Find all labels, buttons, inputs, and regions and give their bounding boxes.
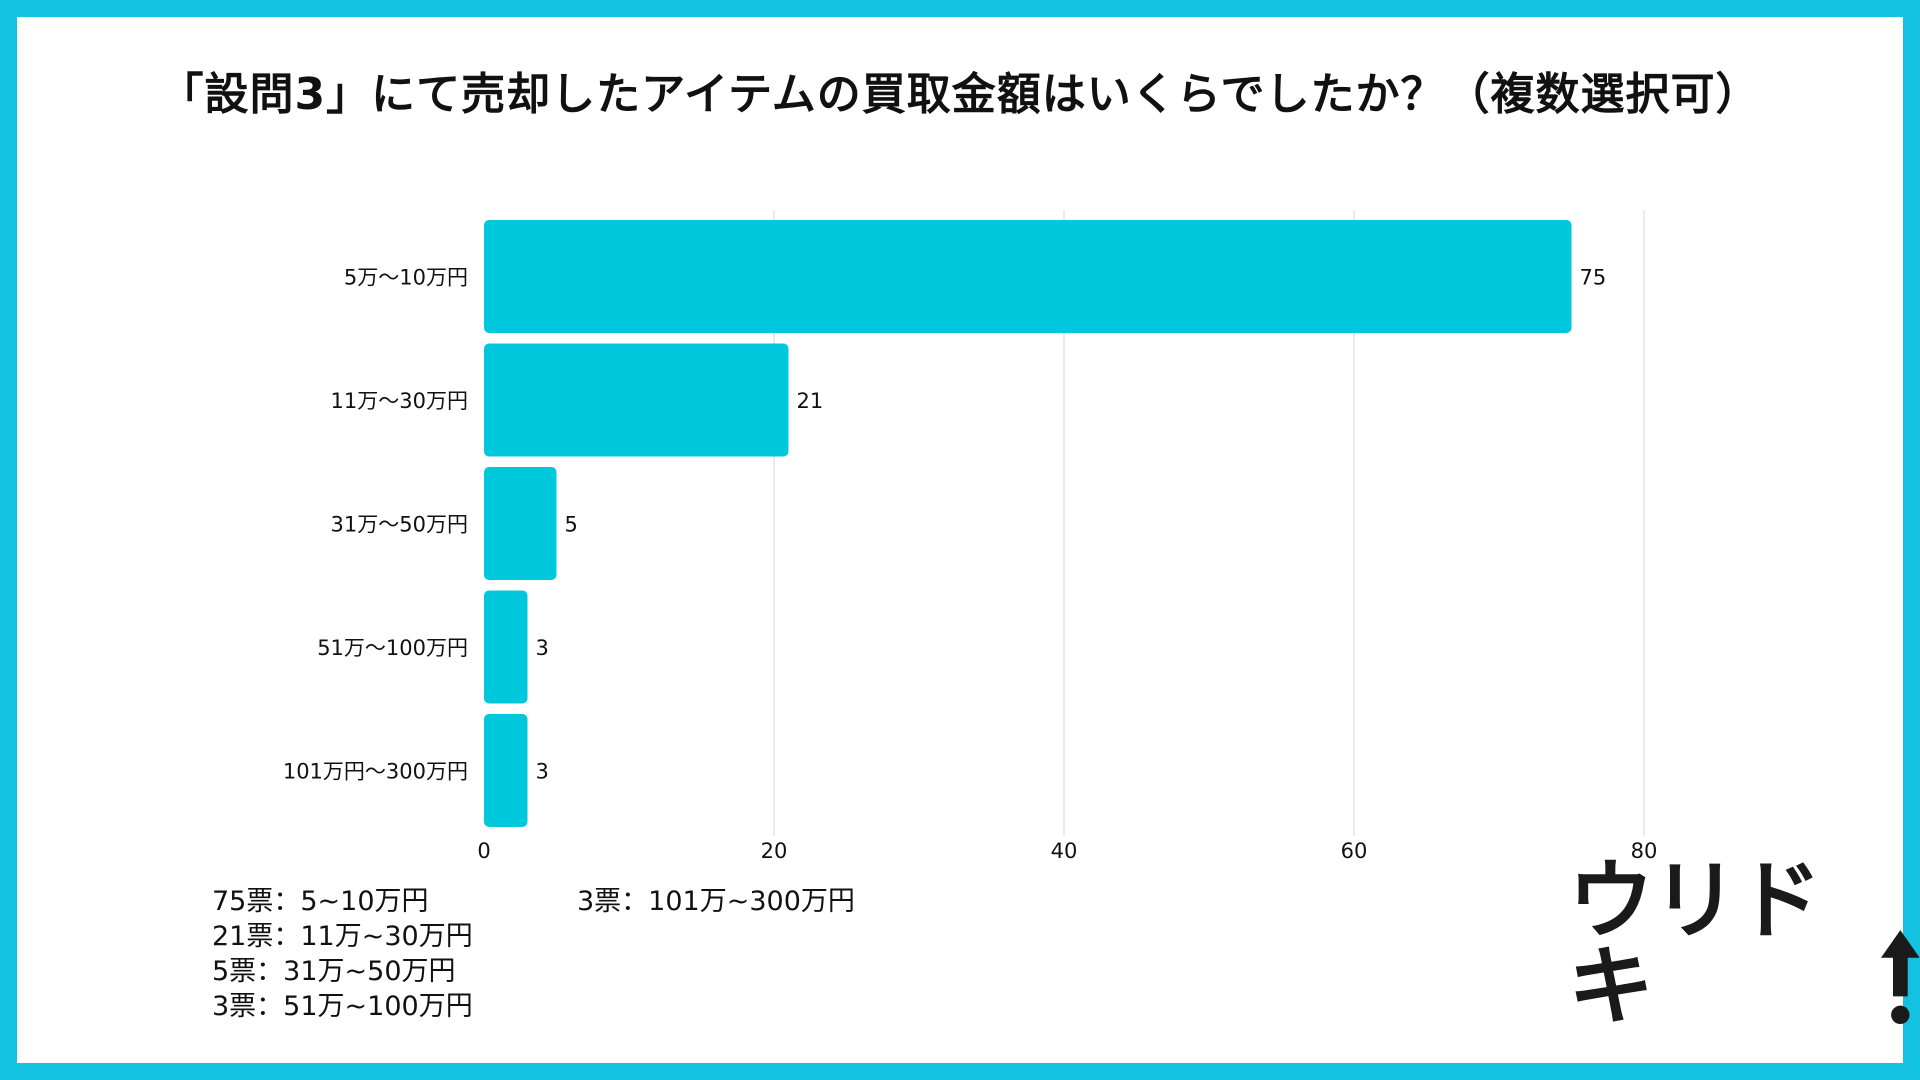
note-line: 21票：11万~30万円	[212, 921, 473, 952]
x-tick-label: 40	[1051, 839, 1078, 863]
x-tick-label: 20	[761, 839, 788, 863]
bar	[484, 467, 557, 580]
bars	[484, 220, 1572, 827]
x-tick-label: 0	[477, 839, 490, 863]
value-label: 75	[1580, 266, 1607, 290]
vote-notes-left: 75票：5~10万円 21票：11万~30万円 5票：31万~50万円 3票：5…	[212, 884, 473, 1024]
note-line: 5票：31万~50万円	[212, 956, 456, 987]
chart-title: 「設問3」にて売却したアイテムの買取金額はいくらでしたか？（複数選択可）	[159, 69, 1761, 120]
category-label: 5万〜10万円	[344, 266, 468, 290]
note-line: 3票：51万~100万円	[212, 991, 473, 1022]
bar	[484, 590, 528, 704]
bar	[484, 220, 1572, 333]
x-tick-label: 80	[1631, 839, 1658, 863]
uridoki-logo: ウリドキ	[1568, 858, 1920, 1030]
up-arrow-icon	[1881, 930, 1920, 1025]
logo-text: ウリドキ	[1568, 851, 1822, 1037]
category-label: 51万〜100万円	[317, 636, 468, 660]
labels: 0 20 40 60 80 5万〜10万円 75 11万〜30万円 21 31万〜50万円 5 51万…	[283, 266, 1658, 864]
note-line: 3票：101万~300万円	[577, 886, 855, 917]
category-label: 11万〜30万円	[331, 389, 468, 413]
bar	[484, 714, 528, 827]
value-label: 3	[536, 760, 549, 784]
vote-notes-right: 3票：101万~300万円	[577, 884, 855, 919]
x-tick-label: 60	[1341, 839, 1368, 863]
category-label: 101万円〜300万円	[283, 760, 468, 784]
category-label: 31万〜50万円	[331, 513, 468, 537]
note-line: 75票：5~10万円	[212, 886, 429, 917]
value-label: 3	[536, 636, 549, 660]
bar	[484, 343, 789, 457]
value-label: 21	[797, 389, 824, 413]
value-label: 5	[565, 513, 578, 537]
